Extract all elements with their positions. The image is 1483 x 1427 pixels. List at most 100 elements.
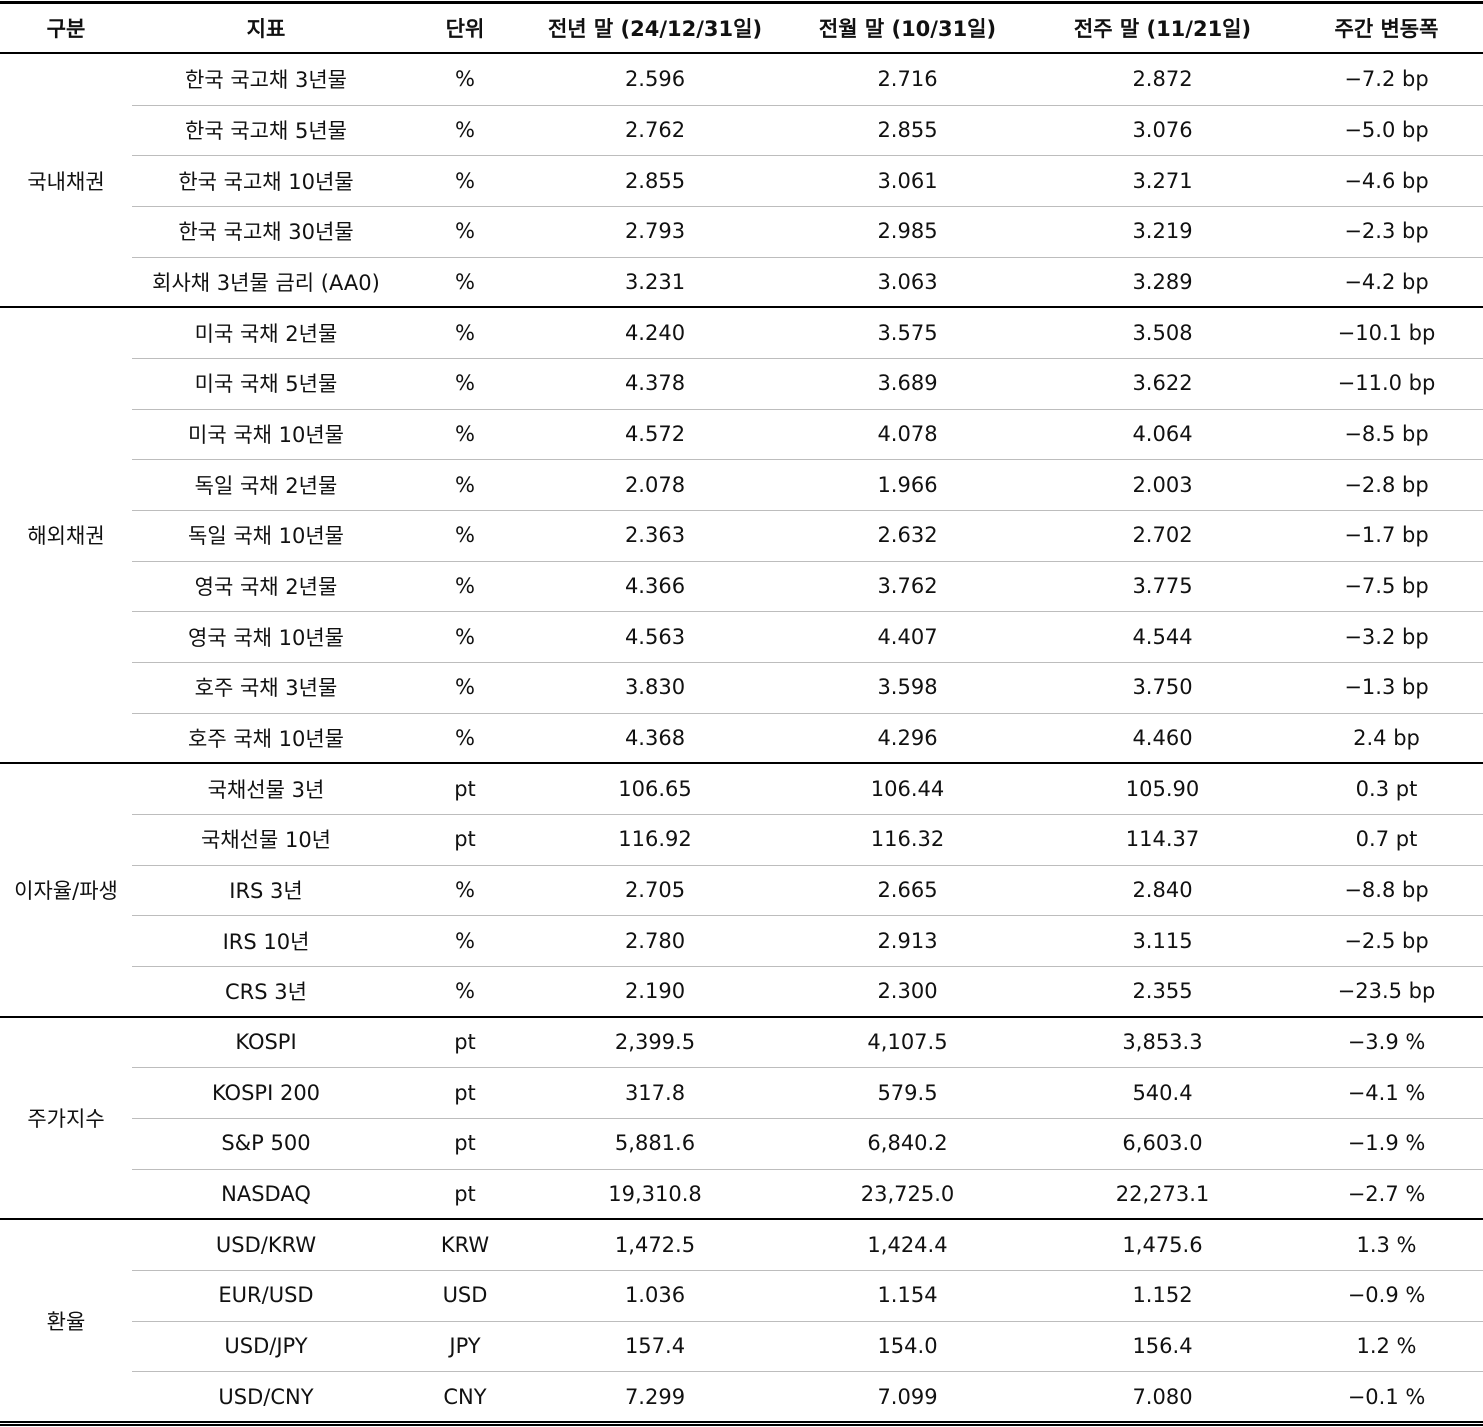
table-cell: 540.4 bbox=[1132, 1080, 1193, 1105]
table-cell: 7.299 bbox=[624, 1384, 686, 1409]
table-cell: −2.5 bp bbox=[1344, 928, 1429, 953]
group-label: 국내채권 bbox=[27, 169, 105, 194]
row-divider bbox=[132, 915, 1483, 917]
table-cell: 4.240 bbox=[624, 320, 686, 345]
row-divider bbox=[132, 155, 1483, 157]
table-cell: % bbox=[455, 219, 475, 244]
table-cell: 호주 국채 3년물 bbox=[194, 676, 338, 701]
table-cell: −4.1 % bbox=[1347, 1080, 1426, 1105]
table-cell: 호주 국채 10년물 bbox=[188, 726, 344, 751]
table-cell: 579.5 bbox=[877, 1080, 938, 1105]
table-cell: 한국 국고채 5년물 bbox=[185, 118, 347, 143]
table-cell: 3.775 bbox=[1132, 573, 1193, 598]
row-divider bbox=[132, 1168, 1483, 1170]
table-cell: −5.0 bp bbox=[1344, 117, 1429, 142]
row-divider bbox=[132, 1371, 1483, 1373]
table-cell: KOSPI bbox=[235, 1029, 297, 1054]
table-cell: 0.7 pt bbox=[1355, 827, 1418, 852]
header-cell: 구분 bbox=[46, 17, 86, 41]
table-cell: % bbox=[455, 573, 475, 598]
table-cell: 4.460 bbox=[1132, 725, 1193, 750]
table-cell: % bbox=[455, 117, 475, 142]
table-cell: 3.061 bbox=[877, 168, 938, 193]
group-label: 이자율/파생 bbox=[14, 878, 118, 903]
group-rule bbox=[0, 1218, 1483, 1221]
table-cell: 4.078 bbox=[877, 421, 938, 446]
table-cell: 1.152 bbox=[1132, 1283, 1193, 1308]
table-cell: −23.5 bp bbox=[1337, 979, 1436, 1004]
table-cell: 3.289 bbox=[1132, 269, 1193, 294]
row-divider bbox=[132, 510, 1483, 511]
row-divider bbox=[132, 864, 1483, 866]
group-label: 주가지수 bbox=[27, 1106, 105, 1131]
table-cell: 156.4 bbox=[1132, 1333, 1193, 1358]
table-cell: 3.762 bbox=[877, 573, 938, 598]
table-cell: 1.154 bbox=[877, 1283, 938, 1308]
table-cell: 1.3 % bbox=[1356, 1232, 1417, 1257]
table-cell: 154.0 bbox=[877, 1333, 938, 1358]
row-divider bbox=[132, 1270, 1483, 1271]
table-cell: 4.366 bbox=[624, 573, 686, 598]
row-divider bbox=[132, 459, 1483, 461]
table-cell: 2.190 bbox=[624, 979, 686, 1004]
row-divider bbox=[132, 358, 1483, 359]
table-cell: 4.407 bbox=[877, 624, 938, 649]
row-divider bbox=[132, 611, 1483, 613]
table-cell: pt bbox=[454, 827, 476, 852]
table-cell: −10.1 bp bbox=[1337, 320, 1436, 345]
table-cell: % bbox=[455, 472, 475, 497]
table-cell: 3.063 bbox=[877, 269, 938, 294]
table-cell: 3.750 bbox=[1132, 675, 1193, 700]
row-divider bbox=[132, 560, 1483, 562]
table-cell: 3.689 bbox=[877, 371, 938, 396]
table-cell: 1,472.5 bbox=[614, 1232, 696, 1257]
table-cell: 2.716 bbox=[877, 67, 938, 92]
table-cell: 3.598 bbox=[877, 675, 938, 700]
table-cell: KOSPI 200 bbox=[211, 1080, 321, 1105]
table-cell: −1.9 % bbox=[1347, 1131, 1426, 1156]
table-cell: 106.65 bbox=[618, 776, 692, 801]
table-cell: 106.44 bbox=[870, 776, 945, 801]
table-cell: 2.793 bbox=[624, 219, 686, 244]
table-cell: 2.705 bbox=[624, 877, 686, 902]
table-cell: 7.099 bbox=[877, 1384, 938, 1409]
table-cell: 2.840 bbox=[1132, 877, 1193, 902]
table-cell: 3.076 bbox=[1132, 117, 1193, 142]
table-cell: pt bbox=[454, 1029, 476, 1054]
row-divider bbox=[132, 206, 1483, 207]
group-label: 환율 bbox=[46, 1309, 86, 1334]
table-cell: 2.300 bbox=[877, 979, 938, 1004]
table-cell: −0.1 % bbox=[1347, 1384, 1426, 1409]
table-cell: −1.7 bp bbox=[1344, 523, 1429, 548]
table-cell: % bbox=[455, 979, 475, 1004]
table-cell: 3,853.3 bbox=[1122, 1029, 1203, 1054]
table-cell: 1,475.6 bbox=[1122, 1232, 1203, 1257]
row-divider bbox=[132, 256, 1483, 258]
row-divider bbox=[132, 662, 1483, 663]
bottom-rule bbox=[0, 1424, 1483, 1426]
table-cell: 4.378 bbox=[624, 371, 686, 396]
table-cell: 2.665 bbox=[877, 877, 938, 902]
table-cell: 2.355 bbox=[1132, 979, 1193, 1004]
table-cell: −7.2 bp bbox=[1344, 67, 1429, 92]
table-cell: 2.780 bbox=[624, 928, 686, 953]
table-cell: 2.985 bbox=[877, 219, 938, 244]
table-cell: 6,840.2 bbox=[867, 1131, 948, 1156]
table-cell: 4,107.5 bbox=[867, 1029, 948, 1054]
table-cell: 4.296 bbox=[877, 725, 938, 750]
row-divider bbox=[132, 712, 1483, 714]
table-cell: S&P 500 bbox=[221, 1131, 311, 1156]
table-cell: 4.563 bbox=[624, 624, 686, 649]
row-divider bbox=[132, 1320, 1483, 1322]
table-cell: USD/JPY bbox=[224, 1333, 308, 1358]
table-cell: 3.830 bbox=[624, 675, 686, 700]
bottom-rule bbox=[0, 1421, 1483, 1423]
table-cell: 1,424.4 bbox=[867, 1232, 948, 1257]
table-cell: CRS 3년 bbox=[225, 980, 307, 1005]
table-cell: 3.271 bbox=[1132, 168, 1193, 193]
top-rule bbox=[0, 1, 1483, 4]
table-cell: % bbox=[455, 675, 475, 700]
header-cell: 지표 bbox=[246, 17, 286, 41]
table-cell: 105.90 bbox=[1125, 776, 1200, 801]
